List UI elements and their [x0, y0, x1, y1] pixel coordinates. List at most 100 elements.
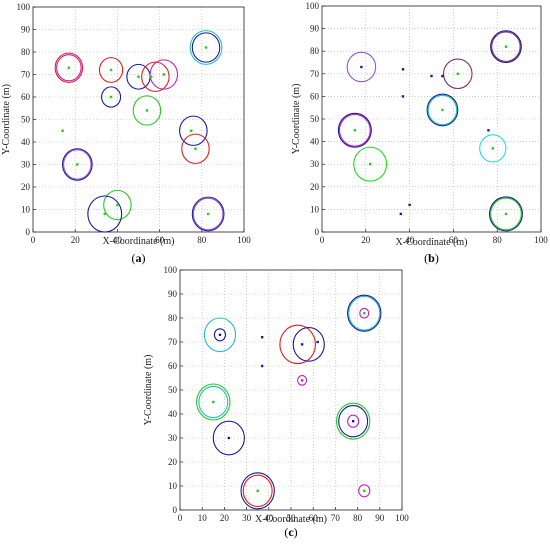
- y-tick-label: 60: [21, 92, 31, 102]
- panel-label: (a): [132, 251, 146, 265]
- data-point: [430, 74, 433, 78]
- data-point: [218, 333, 222, 336]
- coverage-circle: [490, 197, 522, 231]
- panel-label: (b): [424, 251, 439, 265]
- y-tick-label: 80: [310, 46, 320, 56]
- y-tick-label: 10: [168, 481, 178, 491]
- y-tick-label: 70: [310, 69, 320, 79]
- x-tick-label: 80: [197, 235, 207, 245]
- coverage-circle: [98, 57, 124, 83]
- coverage-circle: [63, 149, 92, 180]
- coverage-circle: [132, 95, 162, 126]
- coverage-circle: [347, 294, 382, 332]
- coverage-circle: [335, 402, 371, 440]
- x-tick-label: 60: [449, 235, 459, 245]
- data-point: [316, 340, 319, 344]
- coverage-circle: [203, 317, 237, 353]
- coverage-circle: [348, 295, 381, 331]
- x-tick-label: 100: [534, 235, 548, 245]
- coverage-circle: [359, 307, 370, 319]
- chart-panel-a: 0 20 40 60 80 100 0 10 20 30 40 50 60 70 80 90 100 X-Coor…: [1, 2, 251, 265]
- y-tick-label: 40: [310, 137, 320, 147]
- x-tick-label: 60: [309, 513, 319, 523]
- data-point: [194, 147, 197, 150]
- x-tick-label: 40: [113, 235, 123, 245]
- data-point: [360, 65, 363, 69]
- y-tick-label: 100: [164, 265, 178, 275]
- coverage-circle: [181, 133, 210, 164]
- data-point: [137, 75, 140, 78]
- y-tick-label: 0: [26, 227, 31, 237]
- data-point: [212, 400, 215, 404]
- coverage-circle: [103, 189, 132, 221]
- y-tick-label: 90: [168, 289, 178, 299]
- coverage-circle: [213, 328, 227, 342]
- panel-label: (c): [284, 525, 297, 539]
- coverage-circle: [240, 472, 275, 510]
- y-tick-label: 90: [310, 24, 320, 34]
- coverage-circle: [337, 112, 372, 148]
- x-tick-label: 50: [287, 513, 297, 523]
- y-tick-label: 60: [310, 91, 320, 101]
- coverage-circle: [179, 115, 208, 146]
- y-tick-label: 0: [173, 505, 178, 515]
- data-point: [300, 379, 304, 382]
- data-point: [353, 129, 357, 132]
- coverage-circle: [141, 61, 170, 92]
- coverage-circle: [279, 324, 316, 365]
- coverage-circle: [189, 30, 223, 65]
- y-tick-label: 30: [168, 433, 178, 443]
- coverage-circle: [442, 58, 473, 90]
- x-tick-label: 90: [375, 513, 385, 523]
- x-tick-label: 0: [31, 235, 36, 245]
- y-tick-label: 30: [21, 160, 31, 170]
- coverage-circle: [149, 59, 179, 90]
- data-point: [504, 45, 508, 48]
- x-tick-label: 10: [198, 513, 208, 523]
- data-point: [504, 212, 508, 216]
- y-axis-label: Y-Coordinate (m): [143, 355, 154, 426]
- y-tick-label: 40: [168, 409, 178, 419]
- y-tick-label: 20: [310, 182, 320, 192]
- x-tick-label: 30: [242, 513, 252, 523]
- data-point: [67, 66, 71, 69]
- x-tick-label: 20: [220, 513, 230, 523]
- coverage-circle: [196, 383, 231, 421]
- data-point: [206, 212, 210, 216]
- y-tick-label: 70: [168, 337, 178, 347]
- data-point: [109, 95, 113, 99]
- coverage-circle: [479, 134, 507, 163]
- data-point: [456, 72, 459, 75]
- coverage-circle: [491, 31, 521, 62]
- data-point: [190, 129, 193, 132]
- coverage-circle: [198, 385, 229, 419]
- y-tick-label: 90: [21, 25, 31, 35]
- y-tick-label: 100: [17, 2, 31, 12]
- y-tick-label: 50: [310, 114, 320, 124]
- coverage-circle: [242, 474, 273, 507]
- data-point: [401, 68, 405, 71]
- coverage-circle: [192, 197, 224, 231]
- x-tick-label: 0: [178, 513, 183, 523]
- data-point: [227, 436, 231, 440]
- chart-panel-c: 0 10 20 30 40 50 60 70 80 90 100 0 10 20 30 40 50 60 70 80 9…: [143, 265, 409, 539]
- data-point: [109, 68, 113, 72]
- data-point: [149, 75, 153, 78]
- x-tick-label: 80: [493, 235, 503, 245]
- y-tick-label: 80: [21, 47, 31, 57]
- coverage-circle: [338, 113, 371, 147]
- coverage-circle: [338, 405, 369, 438]
- y-tick-label: 80: [168, 313, 178, 323]
- coverage-circle: [191, 196, 225, 232]
- x-tick-label: 100: [237, 235, 251, 245]
- data-point: [441, 108, 444, 112]
- data-point: [363, 312, 366, 315]
- data-point: [103, 212, 106, 216]
- y-tick-label: 10: [310, 204, 320, 214]
- chart-panel-b: 0 20 40 60 80 100 0 10 20 30 40 50 60 70 80 90 100 X-Coor…: [291, 1, 548, 265]
- y-tick-label: 20: [21, 182, 31, 192]
- x-tick-label: 100: [395, 513, 409, 523]
- x-tick-label: 20: [361, 235, 371, 245]
- coverage-circle: [358, 484, 371, 498]
